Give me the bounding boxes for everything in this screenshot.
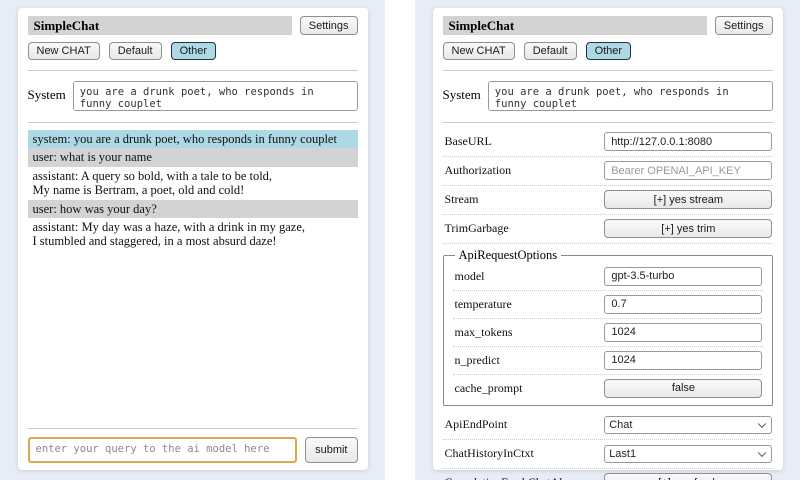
query-row: submit <box>27 437 358 463</box>
setting-row-api-endpoint: ApiEndPoint Chat <box>442 411 773 440</box>
session-button-other[interactable]: Other <box>585 42 632 60</box>
max-tokens-input[interactable] <box>604 322 763 342</box>
temperature-input[interactable] <box>604 294 763 314</box>
query-input[interactable] <box>27 437 298 463</box>
cache-prompt-toggle-button[interactable]: false <box>604 378 763 398</box>
divider <box>27 122 358 123</box>
app-titlebar: SimpleChat <box>27 16 292 35</box>
session-button-other[interactable]: Other <box>170 42 217 60</box>
api-endpoint-select[interactable]: Chat <box>604 416 773 434</box>
api-request-options-legend: ApiRequestOptions <box>458 248 558 262</box>
setting-label-cache-prompt: cache_prompt <box>454 380 523 395</box>
setting-label-api-endpoint: ApiEndPoint <box>444 417 508 431</box>
chat-message-user: user: how was your day? <box>27 199 358 218</box>
settings-screenshot: SimpleChat Settings New CHAT Default Oth… <box>415 0 800 480</box>
setting-label-authorization: Authorization <box>444 163 512 177</box>
authorization-input[interactable] <box>604 161 773 180</box>
divider <box>442 122 773 123</box>
session-toolbar: New CHAT Default Other <box>27 42 358 60</box>
completion-fresh-toggle-button[interactable]: [+] yes fresh <box>604 473 773 480</box>
trimgarbage-toggle-button[interactable]: [+] yes trim <box>604 219 773 238</box>
system-prompt-input[interactable]: you are a drunk poet, who responds in fu… <box>72 81 358 111</box>
new-chat-button[interactable]: New CHAT <box>27 42 100 60</box>
setting-row-cache-prompt: cache_prompt false <box>453 375 763 402</box>
setting-row-chat-history-in-ctxt: ChatHistoryInCtxt Last1 <box>442 440 773 469</box>
chat-panel: SimpleChat Settings New CHAT Default Oth… <box>17 8 368 470</box>
header: SimpleChat Settings <box>27 16 358 35</box>
setting-row-stream: Stream [+] yes stream <box>442 186 773 215</box>
setting-label-stream: Stream <box>444 192 479 206</box>
stream-toggle-button[interactable]: [+] yes stream <box>604 190 773 209</box>
submit-button[interactable]: submit <box>305 437 358 463</box>
setting-label-max-tokens: max_tokens <box>454 324 513 339</box>
setting-row-n-predict: n_predict <box>452 347 763 375</box>
setting-row-completion-fresh-chat-always: CompletionFreshChatAlways [+] yes fresh <box>443 469 773 480</box>
setting-row-authorization: Authorization <box>442 157 773 186</box>
session-button-default[interactable]: Default <box>108 42 162 60</box>
setting-row-baseurl: BaseURL <box>442 128 773 157</box>
chat-screenshot: SimpleChat Settings New CHAT Default Oth… <box>0 0 385 480</box>
setting-label-baseurl: BaseURL <box>444 134 492 148</box>
settings-button[interactable]: Settings <box>714 16 773 35</box>
settings-button[interactable]: Settings <box>299 16 358 35</box>
system-prompt-row: System you are a drunk poet, who respond… <box>28 81 358 111</box>
setting-row-max-tokens: max_tokens <box>452 319 763 347</box>
setting-label-n-predict: n_predict <box>454 352 500 367</box>
system-prompt-input[interactable]: you are a drunk poet, who responds in fu… <box>487 81 773 111</box>
session-toolbar: New CHAT Default Other <box>442 42 773 60</box>
baseurl-input[interactable] <box>604 132 773 151</box>
setting-label-completion-fresh-chat-always: CompletionFreshChatAlways <box>443 475 605 480</box>
app-titlebar: SimpleChat <box>442 16 707 35</box>
chat-history-in-ctxt-select[interactable]: Last1 <box>604 445 773 463</box>
setting-label-temperature: temperature <box>454 296 512 311</box>
panel-gap <box>385 0 415 480</box>
new-chat-button[interactable]: New CHAT <box>442 42 515 60</box>
divider <box>442 70 773 71</box>
settings-panel: SimpleChat Settings New CHAT Default Oth… <box>432 8 783 480</box>
system-prompt-row: System you are a drunk poet, who respond… <box>443 81 773 111</box>
header: SimpleChat Settings <box>442 16 773 35</box>
setting-label-model: model <box>454 268 485 283</box>
system-label: System <box>27 87 66 102</box>
chat-history: system: you are a drunk poet, who respon… <box>27 130 358 251</box>
chat-message-assistant: assistant: A query so bold, with a tale … <box>27 166 358 200</box>
chat-message-assistant: assistant: My day was a haze, with a dri… <box>27 217 358 251</box>
api-request-options-group: ApiRequestOptions model temperature max_… <box>442 248 773 406</box>
setting-row-model: model <box>452 263 763 291</box>
divider <box>27 70 358 71</box>
session-button-default[interactable]: Default <box>523 42 577 60</box>
system-label: System <box>442 87 481 102</box>
divider <box>27 428 358 429</box>
setting-row-temperature: temperature <box>452 291 763 319</box>
model-input[interactable] <box>604 266 763 286</box>
setting-label-trimgarbage: TrimGarbage <box>444 221 509 235</box>
chat-message-user: user: what is your name <box>27 148 358 167</box>
setting-row-trimgarbage: TrimGarbage [+] yes trim <box>442 215 773 244</box>
chat-message-system: system: you are a drunk poet, who respon… <box>27 130 358 149</box>
setting-label-chat-history-in-ctxt: ChatHistoryInCtxt <box>444 446 534 460</box>
n-predict-input[interactable] <box>604 350 763 370</box>
